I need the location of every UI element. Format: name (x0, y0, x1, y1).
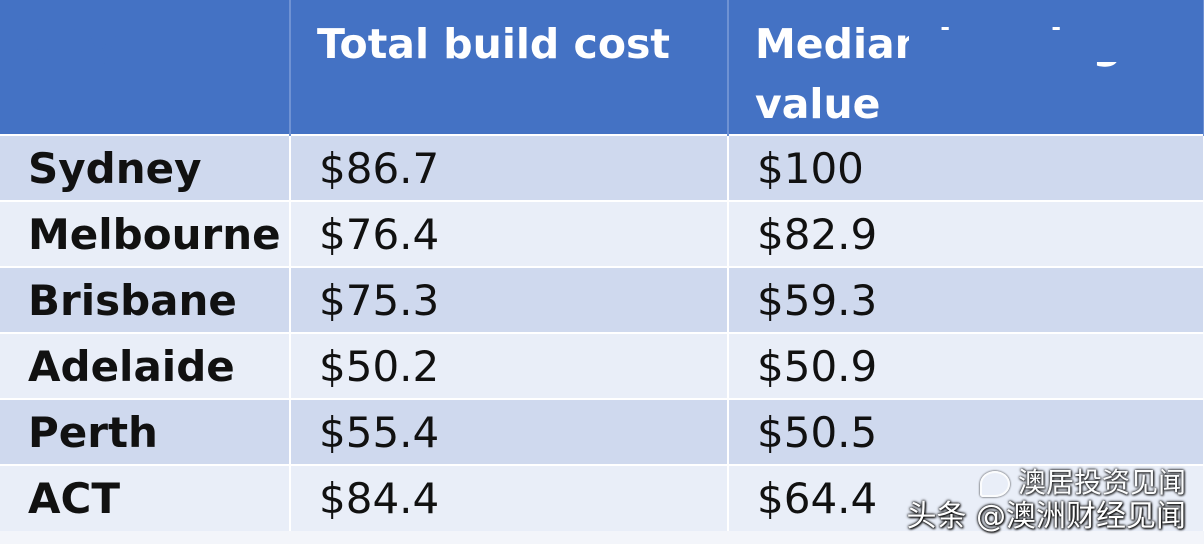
header-total-build-cost: Total build cost (290, 0, 729, 135)
table-row: Melbourne $76.4 $82.9 (0, 200, 1204, 267)
cell-city: Melbourne (0, 200, 291, 267)
cell-build-cost: $76.4 (290, 200, 729, 267)
cell-build-cost: $84.4 (290, 464, 729, 531)
watermark-line-1: 澳居投资见闻 (906, 466, 1186, 500)
watermark: 澳居投资见闻 头条 @澳洲财经见闻 (906, 466, 1186, 534)
table-row: Sydney $86.7 $100 (0, 134, 1204, 201)
table-header-row: City Total build cost Median housing val… (0, 0, 1204, 135)
build-cost-table: City Total build cost Median housing val… (0, 0, 1204, 531)
table-row: Brisbane $75.3 $59.3 (0, 266, 1204, 333)
cell-build-cost: $50.2 (290, 332, 729, 399)
cell-housing-value: $59.3 (728, 266, 1204, 333)
cell-housing-value: $100 (728, 134, 1204, 201)
cell-build-cost: $86.7 (290, 134, 729, 201)
header-city: City (0, 0, 291, 135)
cell-city: Brisbane (0, 266, 291, 333)
cell-housing-value: $50.9 (728, 332, 1204, 399)
cell-housing-value: $50.5 (728, 398, 1204, 465)
cell-city: Adelaide (0, 332, 291, 399)
watermark-line-2: 头条 @澳洲财经见闻 (906, 499, 1186, 534)
cell-build-cost: $75.3 (290, 266, 729, 333)
cell-city: Sydney (0, 134, 291, 201)
cell-housing-value: $82.9 (728, 200, 1204, 267)
cell-city: Perth (0, 398, 291, 465)
cell-city: ACT (0, 464, 291, 531)
table-row: Perth $55.4 $50.5 (0, 398, 1204, 465)
header-median-housing-value: Median housing value (728, 0, 1204, 135)
table-row: Adelaide $50.2 $50.9 (0, 332, 1204, 399)
cell-build-cost: $55.4 (290, 398, 729, 465)
wechat-icon (979, 471, 1010, 497)
cell-housing-value: $64.4 (728, 464, 1204, 531)
